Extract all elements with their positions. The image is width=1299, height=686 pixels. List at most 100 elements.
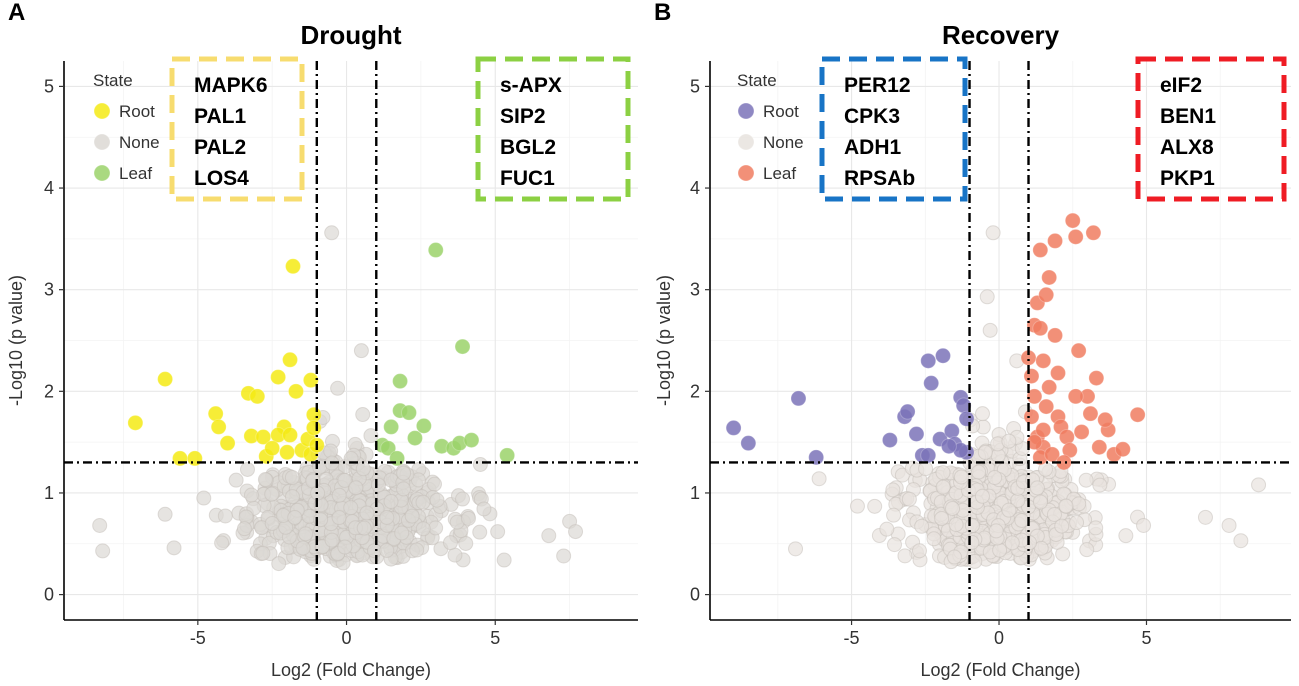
none-point [885,482,901,498]
panel-drought: -5 0 5 0 1 2 3 4 5 Log2 (Fold Change) -Log10 (p va… [6,0,638,680]
none-point [239,461,255,477]
none-point [541,528,557,544]
none-point [337,539,353,555]
none-point [948,516,964,532]
none-point [1221,517,1237,533]
data-point-leaf [1038,398,1055,415]
none-point [912,543,928,559]
legend-marker-leaf [93,164,111,182]
legend-label-none: None [119,133,160,152]
data-point-root [899,403,916,420]
x-tick-label: 0 [994,628,1004,648]
data-point-leaf [1038,286,1055,303]
none-point [971,464,987,480]
data-point-root [287,383,304,400]
legend-title: State [737,71,777,90]
gene-label: FUC1 [500,167,555,190]
gene-box-border [475,56,631,202]
data-point-root [282,427,299,444]
legend-marker-none [93,133,111,151]
none-point [992,542,1008,558]
y-tick-label: 2 [690,381,700,401]
gene-box: s-APX SIP2 BGL2 FUC1 [475,56,631,202]
data-point-root [881,432,898,449]
data-point-leaf [1023,368,1040,385]
none-point [427,476,443,492]
none-point [934,510,950,526]
none-point [967,553,983,569]
none-point [415,521,431,537]
data-point-root [934,347,951,364]
none-point [92,517,108,533]
legend-marker-root [93,102,111,120]
legend-label-leaf: Leaf [763,164,796,183]
gene-label: RPSAb [844,167,915,190]
data-point-leaf [1085,224,1102,241]
none-point [355,407,371,423]
data-point-leaf [427,242,444,259]
legend-label-root: Root [763,102,799,121]
none-point [974,406,990,422]
none-point [944,500,960,516]
none-point [1001,433,1017,449]
none-point [1233,533,1249,549]
chart-title: Recovery [942,20,1060,50]
none-point [974,488,990,504]
data-point-leaf [392,373,409,390]
data-point-root [255,429,272,446]
none-point [886,537,902,553]
none-point [271,556,287,572]
data-point-root [958,410,975,427]
gene-box-border [169,56,305,202]
none-point [330,380,346,396]
data-point-leaf [1032,242,1049,259]
none-point [379,509,395,525]
data-point-root [923,375,940,392]
data-point-leaf [1067,228,1084,245]
data-point-leaf [463,432,480,449]
none-point [926,531,942,547]
gene-label: PAL2 [194,136,246,159]
series-root [725,347,975,466]
none-point [236,521,252,537]
none-point [556,548,572,564]
panel-recovery: -5 0 5 0 1 2 3 4 5 Log2 (Fold Change) -Log10 (p va… [654,0,1291,680]
data-point-root [940,438,957,455]
none-point [1029,480,1045,496]
data-point-root [207,405,224,422]
none-point [1046,507,1062,523]
none-point [404,508,420,524]
y-tick-label: 1 [690,483,700,503]
none-point [1088,520,1104,536]
none-point [1071,496,1087,512]
data-point-leaf [380,440,397,457]
data-point-root [219,435,236,452]
y-axis-label: -Log10 (p value) [654,275,674,406]
none-point [490,524,506,540]
data-point-leaf [1070,342,1087,359]
series-root [127,258,325,467]
none-point [157,506,173,522]
none-point [295,540,311,556]
none-points-group [788,225,1267,570]
data-point-leaf [1047,327,1064,344]
gene-label: MAPK6 [194,74,268,97]
none-point [243,487,259,503]
data-point-leaf [1091,439,1108,456]
data-point-root [725,419,742,436]
data-point-leaf [1032,320,1049,337]
data-point-leaf [406,430,423,447]
none-point [460,510,476,526]
legend-label-leaf: Leaf [119,164,152,183]
gene-label: PER12 [844,74,911,97]
none-point [255,545,271,561]
data-point-leaf [499,447,516,464]
none-point [324,225,340,241]
none-point [476,501,492,517]
data-point-root [740,435,757,452]
panel-letter: B [654,0,671,26]
gene-label: s-APX [500,74,562,97]
none-point [166,540,182,556]
none-point [337,472,353,488]
none-point [897,548,913,564]
